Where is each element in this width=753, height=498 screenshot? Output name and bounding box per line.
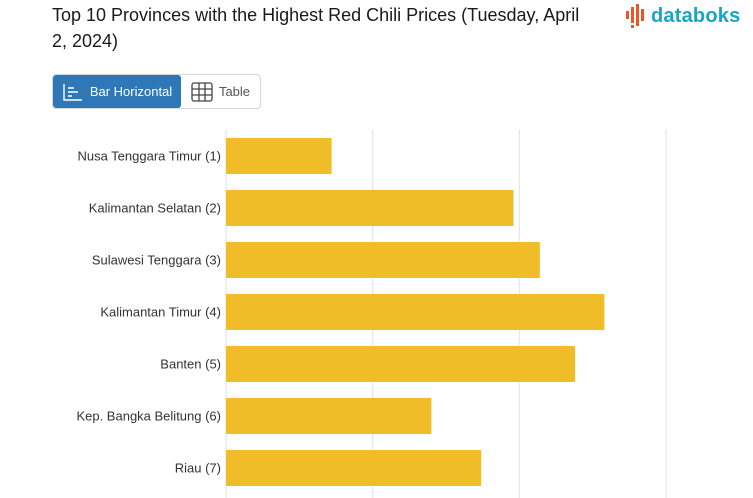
category-label-6: Kep. Bangka Belitung (6) xyxy=(76,409,221,424)
table-button[interactable]: Table xyxy=(181,75,260,108)
logo-text: databoks xyxy=(651,4,741,27)
bar-chart-icon xyxy=(63,83,82,101)
bar-5[interactable] xyxy=(226,346,576,382)
category-label-1: Nusa Tenggara Timur (1) xyxy=(77,149,221,164)
bar-1[interactable] xyxy=(226,138,332,174)
table-label: Table xyxy=(218,84,251,99)
bar-2[interactable] xyxy=(226,190,514,226)
category-label-7: Riau (7) xyxy=(175,461,221,476)
bar-horizontal-label: Bar Horizontal xyxy=(89,84,173,99)
table-grid-icon xyxy=(191,81,213,102)
bar-horizontal-button[interactable]: Bar Horizontal xyxy=(53,75,181,108)
bar-6[interactable] xyxy=(226,398,432,434)
category-label-2: Kalimantan Selatan (2) xyxy=(89,201,221,216)
category-label-3: Sulawesi Tenggara (3) xyxy=(92,253,221,268)
databoks-logo[interactable]: databoks xyxy=(626,4,740,28)
view-toggle: Bar Horizontal Table xyxy=(52,74,261,109)
category-label-4: Kalimantan Timur (4) xyxy=(100,305,221,320)
databoks-bars-icon xyxy=(626,4,644,28)
bar-4[interactable] xyxy=(226,294,605,330)
bar-7[interactable] xyxy=(226,450,482,486)
chart-title: Top 10 Provinces with the Highest Red Ch… xyxy=(52,5,580,51)
bar-3[interactable] xyxy=(226,242,540,278)
category-label-5: Banten (5) xyxy=(160,357,221,372)
